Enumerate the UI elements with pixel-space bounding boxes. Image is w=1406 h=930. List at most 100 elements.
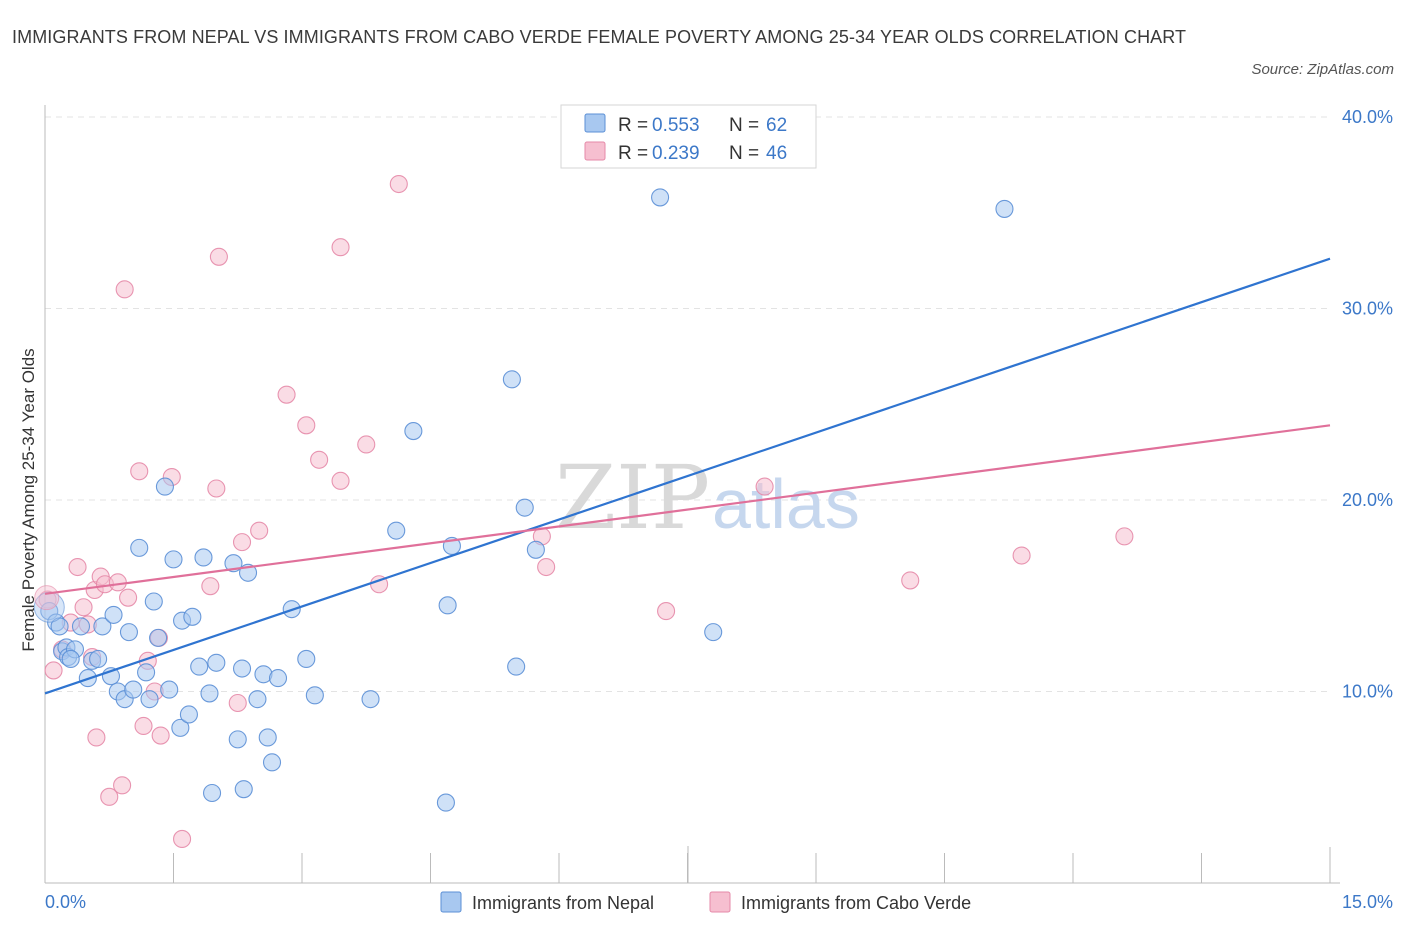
- point-nepal: [203, 783, 222, 803]
- point-caboverde: [115, 280, 134, 299]
- point-nepal: [140, 690, 159, 709]
- point-caboverde: [113, 776, 132, 795]
- x-tick-label-min: 0.0%: [45, 892, 86, 912]
- point-nepal: [183, 607, 202, 626]
- point-nepal: [507, 657, 526, 676]
- point-nepal: [61, 649, 80, 668]
- point-nepal: [268, 669, 288, 688]
- y-axis-title: Female Poverty Among 25-34 Year Olds: [19, 348, 38, 651]
- y-tick-label: 40.0%: [1342, 107, 1393, 127]
- point-caboverde: [537, 557, 556, 577]
- point-nepal: [89, 649, 108, 668]
- point-caboverde: [100, 787, 119, 806]
- point-caboverde: [755, 477, 774, 496]
- point-nepal: [438, 596, 457, 615]
- point-nepal: [207, 653, 226, 672]
- legend-swatch-nepal: [584, 113, 606, 133]
- point-caboverde: [277, 385, 296, 404]
- tick-labels: 10.0% 20.0% 30.0% 40.0% 0.0% 15.0%: [45, 107, 1393, 912]
- point-caboverde: [250, 521, 269, 540]
- legend-swatch-caboverde: [584, 141, 606, 161]
- point-nepal: [71, 617, 91, 636]
- point-caboverde: [209, 247, 228, 266]
- point-caboverde: [44, 661, 63, 680]
- point-caboverde: [310, 450, 329, 469]
- point-nepal: [262, 753, 282, 772]
- point-nepal: [179, 705, 198, 724]
- point-caboverde: [389, 174, 408, 194]
- point-nepal: [704, 623, 723, 642]
- point-caboverde: [201, 577, 220, 596]
- point-caboverde: [331, 238, 350, 257]
- point-nepal: [526, 540, 545, 559]
- point-caboverde: [68, 557, 87, 577]
- legend-r-label-caboverde: R =: [618, 143, 648, 164]
- point-nepal: [104, 605, 123, 624]
- legend-n-label-caboverde: N =: [729, 143, 759, 164]
- point-nepal: [502, 370, 521, 389]
- point-nepal: [404, 422, 423, 441]
- point-caboverde: [331, 471, 350, 490]
- point-caboverde: [1012, 546, 1031, 565]
- point-nepal: [149, 628, 168, 647]
- legend-r-label-nepal: R =: [618, 115, 648, 136]
- point-caboverde: [228, 693, 247, 713]
- bottom-legend-label-caboverde: Immigrants from Cabo Verde: [741, 893, 971, 913]
- point-nepal: [124, 680, 143, 699]
- point-caboverde: [1115, 527, 1134, 546]
- y-tick-label: 10.0%: [1342, 682, 1393, 702]
- point-nepal: [436, 793, 455, 812]
- y-tick-label: 30.0%: [1342, 299, 1393, 319]
- point-nepal: [190, 657, 209, 676]
- point-nepal: [361, 690, 380, 709]
- correlation-legend: R = 0.553 N = 62 R = 0.239 N = 46: [560, 104, 817, 169]
- point-nepal: [305, 686, 324, 705]
- legend-n-value-nepal: 62: [766, 115, 787, 136]
- point-nepal: [228, 730, 247, 749]
- point-nepal: [171, 718, 190, 737]
- point-caboverde: [207, 479, 226, 498]
- x-tick-label-max: 15.0%: [1342, 892, 1393, 912]
- axes: [44, 105, 1340, 884]
- legend-r-value-caboverde: 0.239: [652, 143, 700, 164]
- point-caboverde: [657, 602, 676, 621]
- point-nepal: [232, 659, 252, 678]
- point-caboverde: [130, 462, 149, 481]
- point-caboverde: [297, 416, 316, 435]
- point-nepal: [387, 521, 406, 540]
- point-nepal: [258, 728, 277, 747]
- point-nepal: [130, 538, 149, 557]
- point-nepal: [194, 548, 213, 567]
- point-nepal: [224, 554, 243, 573]
- point-nepal: [119, 623, 139, 642]
- chart-title: IMMIGRANTS FROM NEPAL VS IMMIGRANTS FROM…: [12, 27, 1187, 47]
- legend-n-value-caboverde: 46: [766, 143, 787, 164]
- watermark-zip: ZIP: [555, 446, 710, 549]
- point-caboverde-large: [34, 585, 60, 611]
- point-nepal: [515, 498, 534, 517]
- point-caboverde: [232, 533, 252, 552]
- point-nepal: [137, 663, 156, 682]
- trend-line-caboverde: [44, 424, 1331, 595]
- bottom-legend-label-nepal: Immigrants from Nepal: [472, 893, 654, 913]
- point-caboverde: [74, 598, 93, 617]
- y-tick-label: 20.0%: [1342, 490, 1393, 510]
- point-caboverde: [151, 726, 170, 745]
- point-nepal: [164, 550, 183, 569]
- point-nepal: [297, 649, 316, 668]
- source-label: Source: ZipAtlas.com: [1251, 61, 1394, 78]
- point-caboverde: [357, 435, 376, 454]
- legend-n-label-nepal: N =: [729, 115, 759, 136]
- bottom-legend-swatch-caboverde: [709, 891, 731, 913]
- point-nepal: [200, 684, 219, 703]
- point-nepal: [234, 780, 253, 799]
- point-nepal: [248, 690, 267, 709]
- point-caboverde: [119, 588, 138, 607]
- point-caboverde: [901, 571, 920, 590]
- point-nepal: [155, 477, 174, 496]
- grid-lines: [45, 116, 1330, 692]
- point-caboverde: [173, 829, 192, 849]
- point-caboverde: [134, 716, 153, 736]
- point-nepal: [995, 199, 1014, 218]
